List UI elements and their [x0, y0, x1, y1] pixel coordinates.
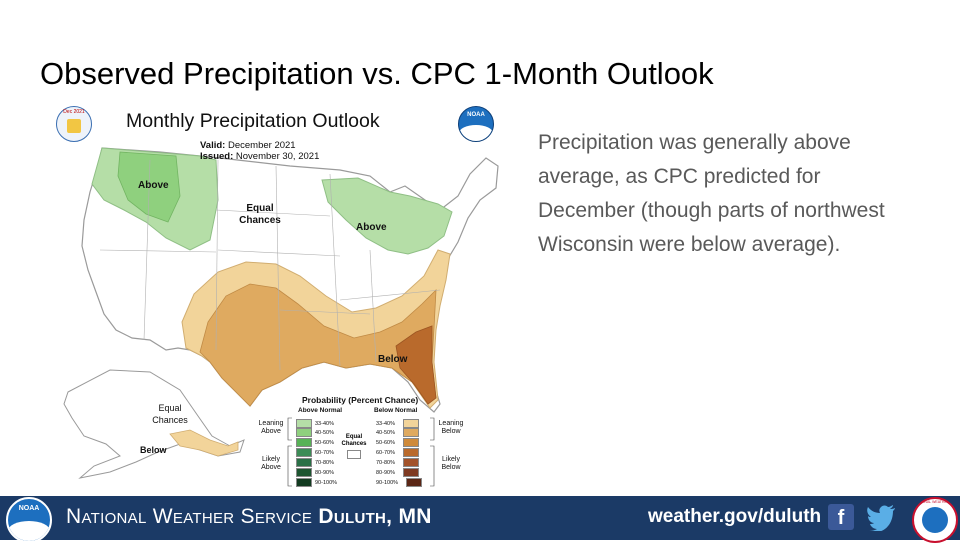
- legend-above-bin: 40-50%: [296, 428, 334, 437]
- noaa-logo-icon: NOAA: [458, 106, 494, 142]
- legend-below-bin: 40-50%: [376, 428, 422, 437]
- legend-title: Probability (Percent Chance): [302, 395, 419, 405]
- above-great-lakes-region: [321, 177, 453, 255]
- legend-swatch: [402, 458, 419, 467]
- legend-above-bin: 33-40%: [296, 419, 334, 428]
- facebook-icon[interactable]: f: [828, 504, 854, 530]
- legend-swatch: [296, 478, 312, 487]
- legend-above-bin: 60-70%: [296, 448, 334, 457]
- noaa-logo-text: NOAA: [467, 112, 485, 118]
- issued-label: Issued:: [200, 151, 234, 162]
- valid-label: Valid:: [200, 140, 226, 151]
- legend-below-bin: 90-100%: [376, 478, 425, 487]
- legend-below-header: Below Normal: [374, 407, 418, 414]
- legend-leaning-below: Leaning Below: [438, 420, 464, 435]
- legend-swatch: [402, 428, 419, 437]
- legend-below-bin: 50-60%: [376, 438, 422, 447]
- legend-swatch: [296, 438, 312, 447]
- summary-text: Precipitation was generally above averag…: [538, 131, 885, 256]
- footer-bar: NOAA National Weather Service Duluth, MN…: [0, 496, 960, 543]
- legend-above-header: Above Normal: [298, 407, 343, 414]
- legend-swatch: [347, 450, 361, 459]
- precipitation-outlook-map: Dec 2021 NOAA Monthly Precipitation Outl…: [40, 100, 500, 492]
- legend-swatch: [405, 478, 422, 487]
- legend-likely-above: Likely Above: [261, 456, 281, 471]
- issued-value: November 30, 2021: [235, 151, 320, 162]
- region-label-equal-chances-alaska: Equal Chances: [152, 403, 188, 425]
- legend-swatch: [402, 468, 419, 477]
- legend-swatch: [402, 438, 419, 447]
- valid-issued-block: Valid: December 2021 Issued: November 30…: [200, 140, 319, 162]
- slide-title: Observed Precipitation vs. CPC 1-Month O…: [40, 56, 714, 91]
- region-label-equal-chances: Equal Chances: [239, 203, 281, 226]
- region-label-above-great-lakes: Above: [356, 222, 387, 233]
- footer-office-name: Duluth, MN: [318, 505, 432, 528]
- legend-swatch: [296, 468, 312, 477]
- legend-below-bin: 80-90%: [376, 468, 422, 477]
- region-label-above-northwest: Above: [138, 180, 169, 191]
- footer-org-name: National Weather Service: [66, 505, 313, 528]
- footer-url-link[interactable]: weather.gov/duluth: [648, 506, 822, 527]
- legend-swatch: [296, 428, 312, 437]
- legend-below-bin: 70-80%: [376, 458, 422, 467]
- legend-swatch: [296, 448, 312, 457]
- map-title: Monthly Precipitation Outlook: [126, 110, 380, 132]
- legend-swatch: [296, 419, 312, 428]
- legend-brackets: [287, 417, 435, 487]
- us-map-graphic: [63, 147, 499, 487]
- below-alaska-region: [169, 429, 239, 457]
- legend-swatch: [402, 448, 419, 457]
- legend-above-bin: 90-100%: [296, 478, 337, 487]
- legend-likely-below: Likely Below: [441, 456, 461, 471]
- legend-swatch: [402, 419, 419, 428]
- noaa-footer-logo-icon: NOAA: [6, 497, 52, 543]
- state-boundaries: [99, 159, 441, 371]
- legend-swatch: [296, 458, 312, 467]
- legend-above-bin: 80-90%: [296, 468, 334, 477]
- twitter-icon[interactable]: [866, 505, 896, 531]
- doc-badge-label: Dec 2021: [63, 109, 85, 115]
- legend-below-bin: 60-70%: [376, 448, 422, 457]
- legend-below-bin: 33-40%: [376, 419, 422, 428]
- nws-footer-logo-text: NATIONAL WEATHER SERVICE: [914, 500, 956, 504]
- legend-leaning-above: Leaning Above: [258, 420, 284, 435]
- valid-value: December 2021: [227, 140, 296, 151]
- region-label-below-southeast: Below: [378, 354, 408, 365]
- below-southeast-core: [395, 325, 437, 405]
- doc-emblem-icon: Dec 2021: [56, 106, 92, 142]
- legend-above-bin: 50-60%: [296, 438, 334, 447]
- footer-office-title: National Weather Service Duluth, MN: [66, 505, 432, 529]
- nws-footer-logo-icon: NATIONAL WEATHER SERVICE: [912, 497, 958, 543]
- region-label-below-alaska: Below: [140, 445, 167, 455]
- legend-equal-chances: Equal Chances: [339, 434, 369, 459]
- legend-equal-chances-label: Equal Chances: [341, 434, 367, 447]
- noaa-footer-logo-text: NOAA: [18, 505, 40, 512]
- legend-above-bin: 70-80%: [296, 458, 334, 467]
